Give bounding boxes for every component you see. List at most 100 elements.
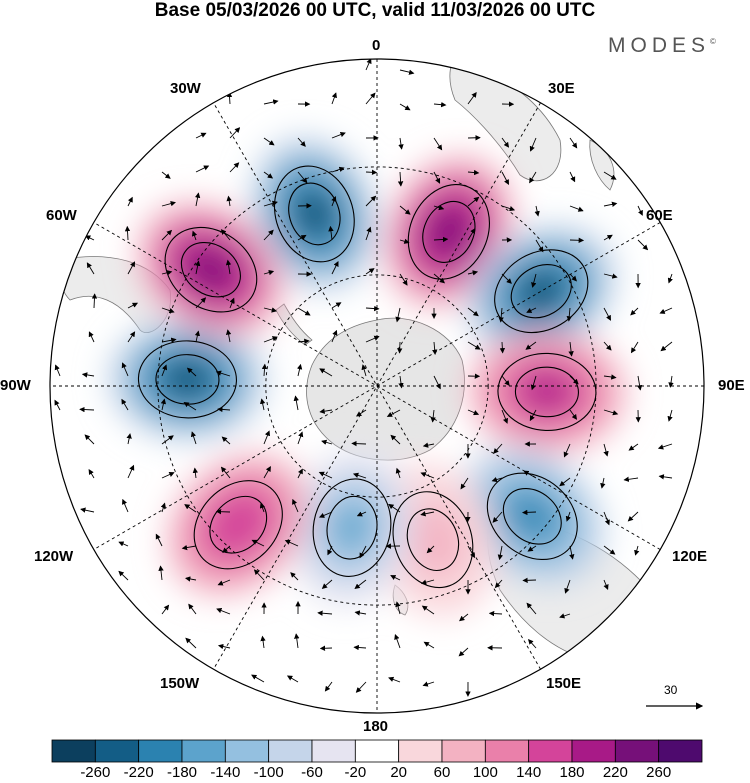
wind-arrow: [390, 575, 401, 581]
wind-arrow: [220, 466, 231, 479]
wind-arrow: [365, 92, 376, 105]
wind-arrow: [623, 476, 639, 482]
wind-arrow: [667, 273, 673, 284]
wind-arrow: [259, 398, 266, 411]
map-border: [49, 58, 705, 714]
wind-arrow: [603, 443, 609, 457]
wind-arrow: [365, 169, 378, 176]
wind-arrow: [263, 430, 270, 445]
wind-arrow: [569, 545, 575, 560]
longitude-label: 150E: [546, 675, 582, 692]
colorbar-swatch: [614, 739, 660, 763]
wind-arrow: [566, 307, 572, 322]
wind-arrow: [355, 681, 367, 693]
wind-arrow: [217, 643, 231, 650]
wind-arrow: [433, 205, 445, 211]
latitude-circle: [157, 166, 597, 606]
wind-arrow: [426, 545, 435, 554]
wind-arrow: [192, 467, 199, 479]
wind-arrow: [225, 329, 232, 343]
wind-arrow: [161, 307, 175, 314]
wind-arrow: [365, 59, 372, 71]
wind-arrow: [293, 395, 299, 411]
wind-arrow: [467, 196, 480, 207]
wind-arrow: [251, 539, 265, 547]
colorbar-swatch: [268, 739, 313, 763]
wind-arrow: [297, 431, 304, 445]
wind-arrow: [292, 498, 299, 513]
wind-arrow: [467, 169, 480, 176]
wind-arrow: [161, 201, 176, 207]
wind-arrow: [88, 469, 95, 479]
colorbar-label: -60: [301, 764, 323, 781]
colorbar-label: 260: [646, 764, 672, 781]
wind-arrow: [331, 92, 337, 105]
wind-arrow: [290, 572, 299, 581]
brand-mark: ©: [710, 37, 716, 46]
wind-arrow: [420, 579, 435, 585]
wind-arrow: [526, 307, 537, 313]
wind-arrow: [458, 647, 469, 657]
wind-arrow: [657, 443, 673, 450]
wind-arrow: [568, 341, 574, 357]
wind-arrow: [79, 406, 95, 413]
negative-center-4-shade: [334, 505, 370, 550]
wind-arrow: [467, 341, 481, 350]
wind-arrow: [217, 579, 231, 586]
wind-arrow: [251, 674, 265, 683]
contour-lines: [137, 165, 597, 589]
wind-arrow: [361, 364, 367, 377]
wind-arrow: [559, 613, 571, 619]
wind-arrow: [559, 477, 571, 487]
wind-arrow: [160, 502, 166, 513]
positive-center-1-contour: [407, 184, 490, 280]
wind-arrow: [263, 200, 278, 207]
positive-center-2-shade: [524, 374, 570, 410]
wind-arrow: [186, 367, 197, 377]
wind-arrow: [499, 341, 506, 354]
wind-arrow: [161, 337, 177, 343]
wind-arrow: [603, 201, 618, 207]
wind-arrow: [321, 579, 333, 589]
wind-arrow: [529, 409, 537, 422]
wind-arrow: [155, 533, 163, 547]
colorbar-label: -20: [344, 764, 367, 781]
longitude-label: 90W: [0, 377, 31, 394]
positive-center-1-shade: [430, 210, 468, 254]
longitude-label: 60W: [46, 207, 77, 224]
wind-arrow: [498, 307, 504, 323]
wind-arrow: [194, 192, 201, 207]
wind-arrow: [127, 302, 138, 309]
wind-arrow: [331, 196, 337, 207]
wind-arrow: [263, 307, 278, 313]
wind-arrow: [433, 137, 443, 151]
wind-arrow: [161, 364, 168, 377]
wind-arrow: [127, 331, 136, 343]
wind-arrow: [324, 681, 333, 692]
colorbar-label: -100: [253, 764, 284, 781]
wind-arrow: [263, 466, 271, 479]
wind-arrow: [433, 236, 449, 243]
wind-arrow: [534, 205, 540, 217]
wind-arrow: [263, 171, 274, 179]
wind-arrow: [420, 472, 435, 479]
wind-arrow: [263, 336, 278, 343]
wind-arrow: [603, 579, 609, 590]
wind-arrow: [190, 431, 197, 445]
positive-center-5-contour: [164, 226, 258, 313]
wind-arrow: [603, 234, 613, 241]
wind-arrow: [158, 565, 164, 581]
wind-arrow: [84, 235, 95, 241]
longitude-label: 150W: [160, 675, 200, 692]
positive-center-4-contour: [193, 480, 283, 570]
wind-arrow: [161, 604, 170, 615]
colorbar-label: 180: [559, 764, 585, 781]
wind-arrow: [259, 502, 265, 513]
wind-arrow: [161, 229, 173, 241]
wind-arrow: [527, 545, 537, 552]
colorbar-swatch: [484, 739, 530, 763]
wind-arrow: [398, 137, 404, 150]
wind-arrow: [263, 269, 275, 276]
wind-arrow: [81, 372, 95, 378]
wind-arrow: [501, 375, 510, 386]
